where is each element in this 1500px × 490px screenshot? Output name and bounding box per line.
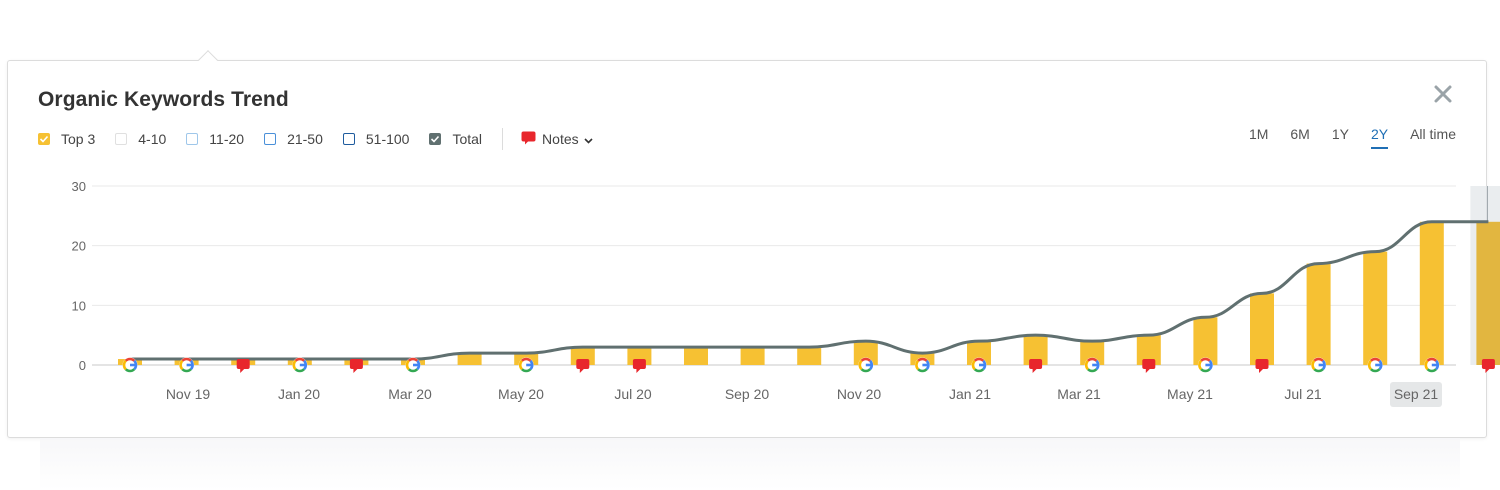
google-update-icon[interactable]	[1367, 357, 1383, 373]
top3-bar[interactable]	[740, 347, 765, 365]
x-tick-label: Nov 20	[837, 386, 882, 402]
note-marker-icon[interactable]	[1255, 359, 1269, 369]
note-marker-tail	[1145, 369, 1150, 373]
note-marker-tail	[579, 369, 584, 373]
legend-label-51-100: 51-100	[365, 131, 410, 147]
note-marker-icon[interactable]	[632, 359, 646, 369]
x-tick-label: Jul 20	[614, 386, 652, 402]
x-tick-label: Jan 20	[278, 386, 320, 402]
note-marker-tail	[1259, 369, 1263, 373]
top3-bar[interactable]	[1250, 293, 1274, 365]
legend-label-total: Total	[452, 131, 483, 147]
note-marker-tail	[240, 369, 245, 373]
speech-bubble-icon	[521, 131, 536, 148]
top3-bar[interactable]	[1080, 341, 1105, 365]
x-tick-label: Nov 19	[166, 386, 211, 402]
close-icon[interactable]	[1432, 83, 1454, 105]
google-update-icon[interactable]	[518, 357, 534, 373]
x-tick-label: Jan 21	[949, 386, 991, 402]
legend-divider	[502, 128, 504, 150]
x-tick-label: Sep 21	[1394, 386, 1439, 402]
top3-bar[interactable]	[1419, 221, 1444, 365]
legend-top3[interactable]: Top 3	[38, 131, 95, 147]
background-fade	[40, 438, 1460, 490]
legend-4-10[interactable]: 4-10	[115, 131, 166, 147]
organic-keywords-trend-widget: Organic Keywords Trend Top 3 4-10 11-20 …	[7, 60, 1487, 438]
date-range-selector: 1M 6M 1Y 2Y All time	[1227, 126, 1456, 149]
range-2y[interactable]: 2Y	[1370, 126, 1389, 149]
google-update-icon[interactable]	[971, 357, 987, 373]
total-line	[129, 220, 1489, 361]
note-marker-tail	[636, 369, 641, 373]
chart-legend: Top 3 4-10 11-20 21-50 51-100 Total	[38, 128, 593, 150]
legend-label-11-20: 11-20	[209, 131, 245, 147]
checkbox-4-10[interactable]	[115, 133, 128, 145]
note-marker-icon[interactable]	[1481, 359, 1495, 369]
x-tick-label: Sep 20	[725, 386, 770, 402]
checkbox-21-50[interactable]	[264, 133, 277, 145]
legend-label-4-10: 4-10	[138, 131, 167, 147]
range-1m[interactable]: 1M	[1248, 126, 1269, 142]
google-update-icon[interactable]	[1084, 357, 1100, 373]
google-update-icon[interactable]	[179, 357, 195, 373]
top3-bar[interactable]	[1193, 317, 1218, 365]
google-update-icon[interactable]	[405, 357, 421, 373]
google-update-icon[interactable]	[1197, 357, 1213, 373]
top3-bar[interactable]	[797, 347, 822, 365]
note-marker-tail	[1032, 369, 1037, 373]
note-marker-icon[interactable]	[1029, 359, 1043, 369]
y-tick-label: 20	[72, 239, 86, 254]
x-tick-label: Jul 21	[1284, 386, 1322, 402]
note-marker-icon[interactable]	[576, 359, 590, 369]
y-tick-label: 10	[72, 298, 86, 313]
legend-total[interactable]: Total	[429, 131, 482, 147]
y-tick-label: 30	[72, 179, 86, 194]
legend-21-50[interactable]: 21-50	[264, 131, 323, 147]
widget-title: Organic Keywords Trend	[38, 88, 289, 111]
x-tick-label: May 21	[1167, 386, 1213, 402]
note-marker-tail	[353, 369, 358, 373]
keywords-trend-chart[interactable]: 30 20 10 0 Nov 19 Jan 20 Mar 20 May 20 Jul 20 Sep…	[0, 0, 1500, 440]
checkbox-51-100[interactable]	[342, 133, 355, 145]
google-update-icon[interactable]	[914, 357, 930, 373]
google-update-icon[interactable]	[858, 357, 874, 373]
checkbox-top3[interactable]	[38, 133, 50, 145]
top3-bar[interactable]	[1363, 251, 1388, 365]
google-update-icon[interactable]	[122, 357, 138, 373]
highlighted-date-badge	[1390, 382, 1442, 407]
google-update-icon[interactable]	[1311, 357, 1327, 373]
notes-label: Notes	[542, 131, 579, 147]
top3-bar[interactable]	[853, 341, 878, 365]
x-tick-label: Mar 21	[1057, 386, 1101, 402]
note-marker-tail	[1485, 369, 1490, 373]
note-marker-icon[interactable]	[236, 359, 250, 369]
top3-bar[interactable]	[967, 341, 991, 365]
legend-11-20[interactable]: 11-20	[186, 131, 244, 147]
note-marker-icon[interactable]	[1142, 359, 1156, 369]
top3-bar[interactable]	[1476, 221, 1500, 365]
legend-label-top3: Top 3	[61, 131, 96, 147]
y-tick-label: 0	[79, 358, 86, 373]
top3-bar[interactable]	[1306, 263, 1331, 365]
x-tick-label: May 20	[498, 386, 544, 402]
legend-51-100[interactable]: 51-100	[342, 131, 410, 147]
checkbox-total[interactable]	[429, 133, 442, 145]
x-tick-label: Mar 20	[388, 386, 432, 402]
google-update-icon[interactable]	[1424, 357, 1440, 373]
note-marker-icon[interactable]	[349, 359, 363, 369]
range-all-time[interactable]: All time	[1410, 126, 1456, 142]
top3-bar[interactable]	[684, 347, 708, 365]
chevron-down-icon	[584, 131, 593, 147]
range-1y[interactable]: 1Y	[1331, 126, 1349, 142]
legend-label-21-50: 21-50	[287, 131, 323, 147]
checkbox-11-20[interactable]	[186, 133, 199, 145]
google-update-icon[interactable]	[292, 357, 308, 373]
range-6m[interactable]: 6M	[1290, 126, 1310, 142]
notes-dropdown[interactable]: Notes	[521, 131, 593, 148]
top3-bar[interactable]	[457, 353, 482, 365]
